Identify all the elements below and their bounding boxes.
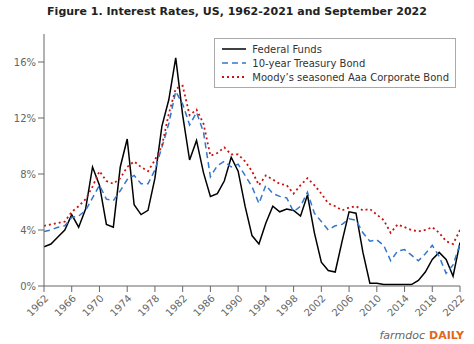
svg-text:0%: 0% [20, 281, 36, 292]
html-text:10-year Treasury Bond: 10-year Treasury Bond [252, 57, 366, 69]
svg-text:2006: 2006 [330, 293, 356, 319]
svg-text:1990: 1990 [219, 293, 245, 319]
svg-text:1962: 1962 [25, 293, 51, 319]
svg-text:2022: 2022 [441, 293, 467, 319]
svg-text:1974: 1974 [108, 293, 134, 319]
svg-text:1978: 1978 [136, 293, 162, 319]
svg-text:2002: 2002 [302, 293, 328, 319]
svg-text:1998: 1998 [274, 293, 300, 319]
html-text:Figure 1. Interest Rates, US,: Figure 1. Interest Rates, US, 1962-2021 … [47, 5, 427, 18]
svg-text:4%: 4% [20, 225, 36, 236]
svg-text:1986: 1986 [191, 293, 217, 319]
svg-text:12%: 12% [14, 113, 36, 124]
svg-text:2014: 2014 [385, 293, 411, 319]
svg-text:8%: 8% [20, 169, 36, 180]
svg-text:2018: 2018 [413, 293, 439, 319]
html-text:Federal Funds: Federal Funds [252, 43, 322, 55]
svg-text:1982: 1982 [163, 293, 189, 319]
svg-text:2010: 2010 [357, 293, 383, 319]
html-text:farmdoc DAILY: farmdoc DAILY [379, 329, 464, 342]
svg-text:1970: 1970 [80, 293, 106, 319]
svg-text:1994: 1994 [247, 293, 273, 319]
svg-text:16%: 16% [14, 57, 36, 68]
html-text:Moody’s seasoned Aaa Corporate: Moody’s seasoned Aaa Corporate Bond [252, 71, 449, 83]
svg-text:1966: 1966 [52, 293, 78, 319]
